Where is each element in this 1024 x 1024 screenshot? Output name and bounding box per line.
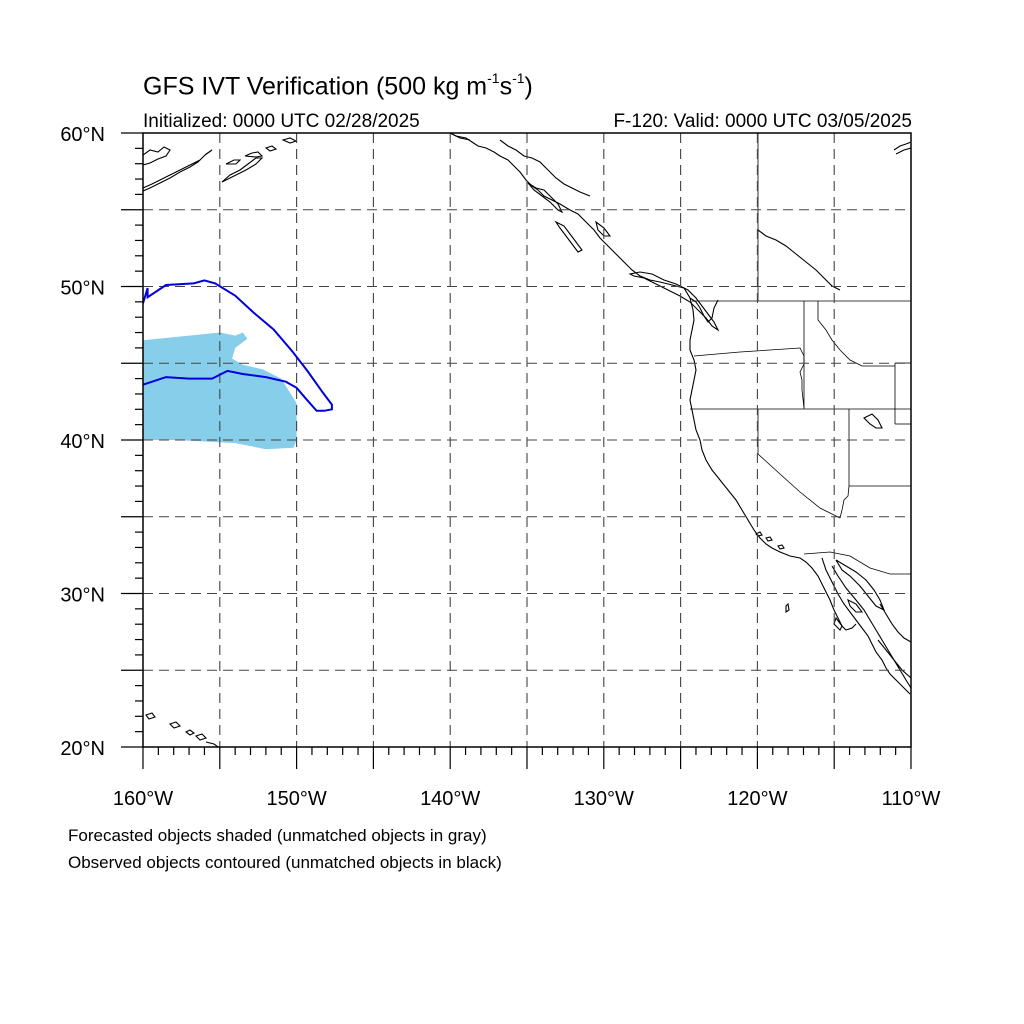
lat-label: 60°N bbox=[60, 124, 105, 146]
latitude-labels: 60°N 50°N 40°N 30°N 20°N bbox=[60, 124, 105, 760]
chart-title: GFS IVT Verification (500 kg m-1s-1) bbox=[143, 70, 533, 101]
lat-label: 40°N bbox=[60, 431, 105, 453]
lon-label: 160°W bbox=[113, 788, 173, 810]
lon-label: 130°W bbox=[574, 788, 634, 810]
lat-label: 50°N bbox=[60, 278, 105, 300]
lon-label: 110°W bbox=[882, 788, 941, 810]
lat-label: 20°N bbox=[60, 738, 105, 760]
footnote-observed: Observed objects contoured (unmatched ob… bbox=[68, 853, 502, 872]
lon-label: 120°W bbox=[727, 788, 787, 810]
lat-lon-grid bbox=[143, 133, 911, 747]
footnote-forecast: Forecasted objects shaded (unmatched obj… bbox=[68, 826, 487, 845]
coastlines bbox=[143, 133, 911, 747]
lon-label: 140°W bbox=[420, 788, 480, 810]
lon-label: 150°W bbox=[266, 788, 326, 810]
initialized-time: Initialized: 0000 UTC 02/28/2025 bbox=[143, 111, 420, 132]
valid-time: F-120: Valid: 0000 UTC 03/05/2025 bbox=[613, 111, 912, 132]
observed-object-contour bbox=[143, 279, 333, 412]
longitude-labels: 160°W 150°W 140°W 130°W 120°W 110°W bbox=[113, 788, 941, 810]
axis-ticks bbox=[121, 132, 912, 769]
political-borders bbox=[690, 133, 911, 575]
lat-label: 30°N bbox=[60, 585, 105, 607]
